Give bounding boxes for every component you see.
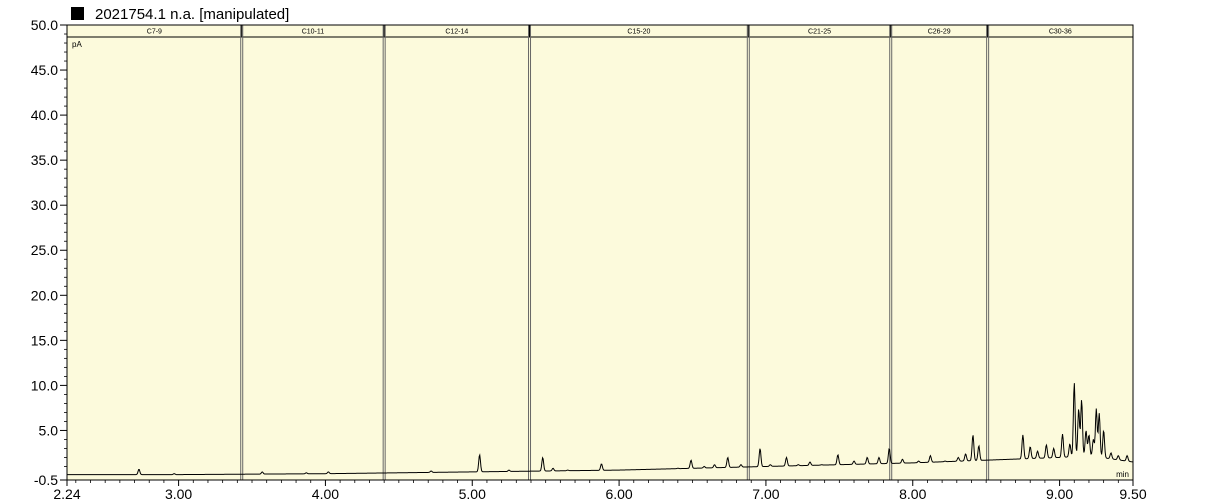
y-tick-label: 40.0: [31, 107, 58, 123]
band-dividers: [240, 25, 990, 480]
series-color-swatch: [71, 7, 84, 20]
x-tick-label: 2.24: [53, 486, 80, 502]
x-axis-unit-label: min: [1116, 470, 1129, 479]
band-label: C30-36: [1049, 29, 1072, 36]
x-axis: 2.24 3.00 4.00 5.00 6.00 7.00 8.00 9.00 9.50: [53, 480, 1147, 502]
y-tick-label: 15.0: [31, 332, 58, 348]
y-tick-label: 20.0: [31, 287, 58, 303]
y-tick-label: 10.0: [31, 377, 58, 393]
x-tick-label: 4.00: [312, 486, 339, 502]
band-headers: C7-9 C10-11 C12-14 C15-20 C21-25 C26-29 C30-36: [66, 24, 1134, 38]
band-label: C21-25: [808, 29, 831, 36]
x-tick-label: 8.00: [899, 486, 926, 502]
y-tick-label: 50.0: [31, 17, 58, 33]
y-tick-label: 25.0: [31, 242, 58, 258]
chart-title: 2021754.1 n.a. [manipulated]: [95, 6, 289, 23]
y-tick-label: 45.0: [31, 62, 58, 78]
y-axis-unit-label: pA: [72, 40, 82, 49]
chart-title-group: 2021754.1 n.a. [manipulated]: [71, 6, 289, 23]
x-tick-label: 9.00: [1046, 486, 1073, 502]
plot-area: [67, 25, 1133, 480]
y-tick-label: 35.0: [31, 152, 58, 168]
x-tick-label: 9.50: [1119, 486, 1146, 502]
y-tick-label: 5.0: [39, 422, 59, 438]
band-label: C10-11: [302, 29, 325, 36]
y-tick-label: 30.0: [31, 197, 58, 213]
band-label: C26-29: [928, 29, 951, 36]
x-tick-label: 3.00: [165, 486, 192, 502]
x-tick-label: 5.00: [459, 486, 486, 502]
x-tick-label: 6.00: [605, 486, 632, 502]
band-label: C7-9: [147, 29, 162, 36]
y-axis: -0.5 5.0 10.0 15.0 20.0 25.0 30.0 35.0 40.0 45.0 5…: [31, 17, 67, 488]
signal-trace: [67, 383, 1134, 476]
band-label: C12-14: [445, 29, 468, 36]
band-label: C15-20: [627, 29, 650, 36]
x-tick-label: 7.00: [752, 486, 779, 502]
plot-frame: [66, 24, 1134, 481]
y-tick-label: -0.5: [34, 472, 58, 488]
